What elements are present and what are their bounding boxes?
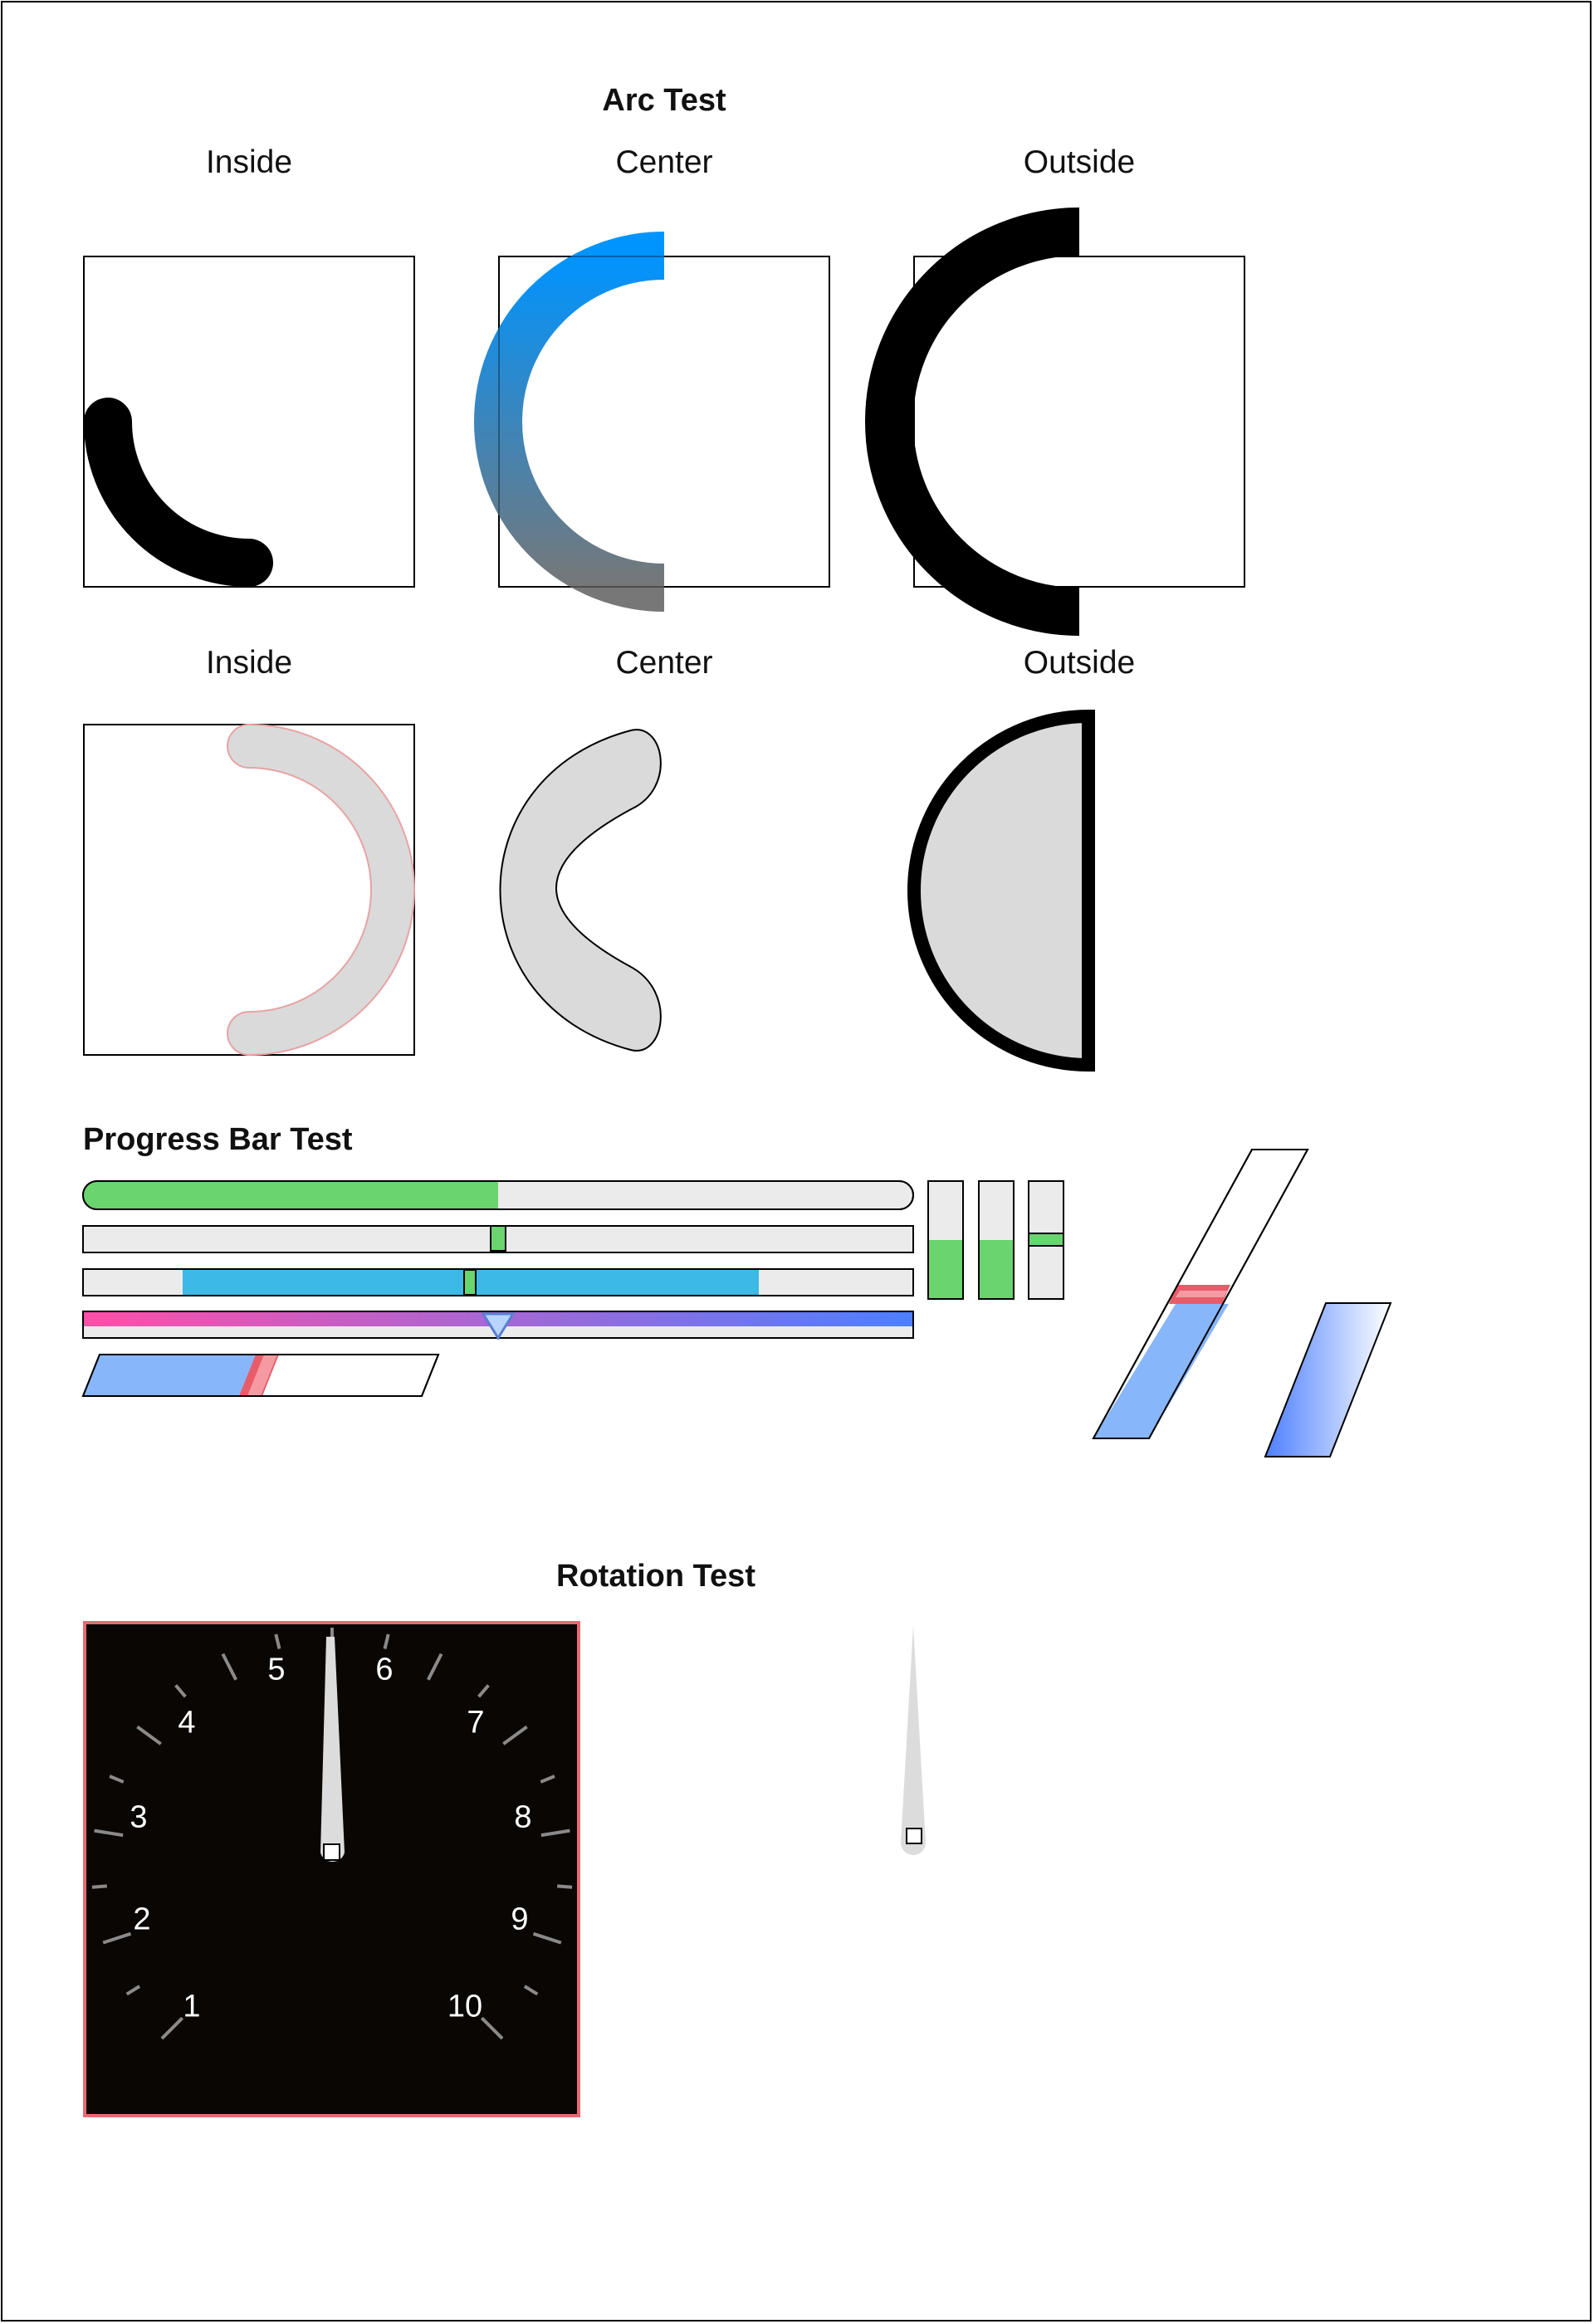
vertical-bar-2 (978, 1180, 1015, 1300)
gauge-major-tick (480, 2016, 504, 2040)
gauge-minor-tick (91, 1884, 107, 1889)
skewed-vertical-bar (1092, 1149, 1309, 1439)
gauge-number-10: 10 (447, 1989, 483, 2024)
skewed-gradient-bar (1264, 1302, 1392, 1457)
gauge-major-tick (94, 1828, 124, 1838)
gauge-minor-tick (383, 1633, 390, 1649)
arc2-outside (907, 709, 1095, 1072)
gauge-major-tick (102, 1931, 132, 1945)
gauge-major-tick (540, 1828, 570, 1838)
gauge-minor-tick (109, 1775, 125, 1784)
gauge-needle (320, 1637, 345, 1863)
gradient-marker (481, 1312, 516, 1340)
gauge-number-3: 3 (130, 1799, 148, 1835)
arc2-center (499, 729, 662, 1052)
arc-center-cell (474, 232, 830, 612)
gauge-minor-tick (125, 1985, 141, 1996)
gauge-minor-tick (557, 1884, 573, 1889)
arc-inside-cell (83, 256, 415, 588)
gauge-number-6: 6 (375, 1652, 394, 1687)
arc-outside-cell (865, 208, 1245, 636)
vertical-knob[interactable] (1028, 1233, 1064, 1247)
vertical-bar-1 (927, 1180, 964, 1300)
row2-label-center: Center (615, 645, 713, 681)
skewed-bar (81, 1354, 440, 1397)
gauge-major-tick (532, 1931, 562, 1945)
standalone-needle (901, 1625, 926, 1855)
gauge-number-5: 5 (267, 1652, 286, 1687)
row2-label-inside: Inside (205, 645, 293, 681)
row1-label-outside: Outside (1023, 144, 1136, 180)
arc2-inside-cell (83, 724, 415, 1056)
slider-knob[interactable] (490, 1225, 506, 1252)
gauge-number-4: 4 (178, 1705, 196, 1741)
arc-test-title: Arc Test (602, 83, 726, 118)
arc-center (474, 232, 665, 612)
gauge-minor-tick (174, 1684, 187, 1698)
arc-inside (84, 398, 273, 587)
gauge-major-tick (426, 1653, 443, 1681)
vertical-slider[interactable] (1028, 1180, 1064, 1300)
skewed-fill (83, 1355, 261, 1396)
row2-label-outside: Outside (1023, 645, 1136, 681)
arc2-inside (228, 725, 413, 1054)
gauge-number-7: 7 (467, 1705, 485, 1741)
gauge-major-tick (221, 1653, 238, 1681)
gauge (83, 1621, 580, 2117)
gauge-number-9: 9 (511, 1902, 529, 1937)
row1-label-inside: Inside (205, 144, 293, 180)
gauge-number-1: 1 (183, 1989, 201, 2024)
progress-fill-green (84, 1182, 498, 1208)
range-knob[interactable] (463, 1269, 477, 1296)
slider-bar[interactable] (82, 1225, 914, 1253)
gauge-minor-tick (523, 1985, 539, 1996)
rotation-test-title: Rotation Test (556, 1559, 755, 1594)
progress-bar-test-title: Progress Bar Test (83, 1122, 353, 1157)
arc-outside (865, 208, 1080, 636)
gauge-minor-tick (540, 1775, 555, 1784)
gauge-major-tick (160, 2016, 184, 2040)
gauge-minor-tick (477, 1684, 490, 1698)
progress-bar-rounded (82, 1180, 914, 1210)
gauge-number-8: 8 (514, 1799, 532, 1835)
gauge-number-2: 2 (133, 1902, 151, 1937)
gauge-major-tick (502, 1725, 528, 1745)
range-bar[interactable] (82, 1268, 914, 1296)
row1-label-center: Center (615, 144, 713, 180)
gauge-minor-tick (274, 1633, 281, 1649)
gauge-major-tick (136, 1725, 162, 1745)
gradient-bar (82, 1311, 914, 1340)
